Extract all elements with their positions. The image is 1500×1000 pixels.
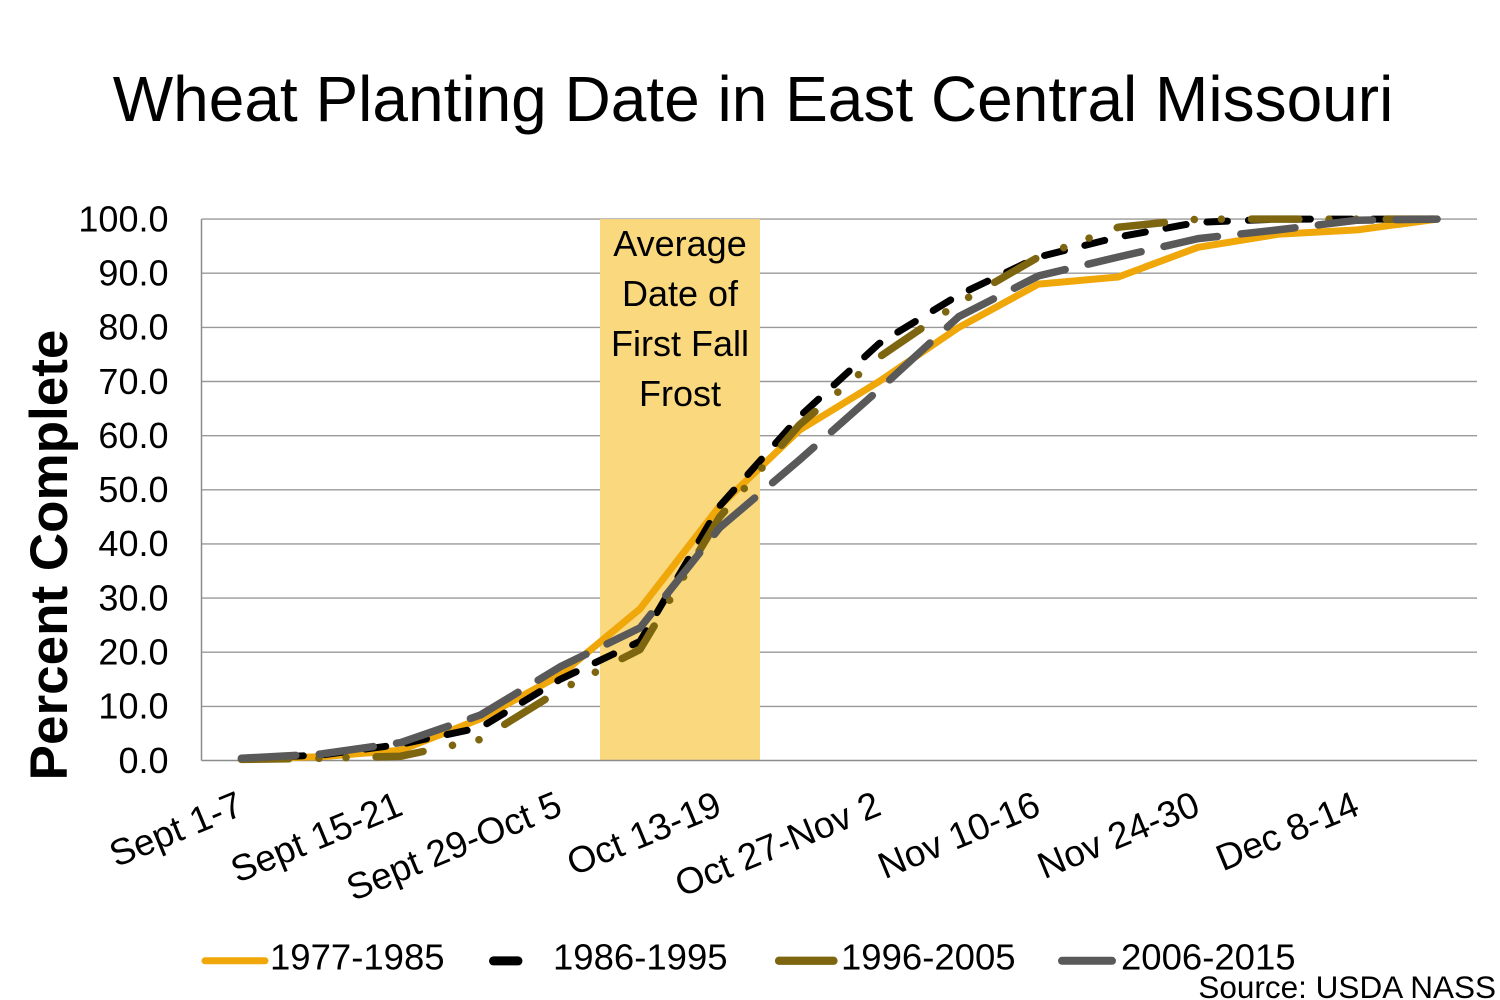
svg-text:0.0: 0.0 <box>118 740 168 781</box>
svg-text:60.0: 60.0 <box>98 415 168 456</box>
svg-text:40.0: 40.0 <box>98 523 168 564</box>
svg-text:10.0: 10.0 <box>98 686 168 727</box>
svg-text:100.0: 100.0 <box>78 198 168 239</box>
svg-text:1977-1985: 1977-1985 <box>270 937 445 978</box>
svg-text:First Fall: First Fall <box>611 323 749 364</box>
svg-text:Source: USDA NASS: Source: USDA NASS <box>1198 969 1496 1000</box>
svg-text:70.0: 70.0 <box>98 361 168 402</box>
svg-text:20.0: 20.0 <box>98 632 168 673</box>
svg-text:1986-1995: 1986-1995 <box>553 937 728 978</box>
svg-text:80.0: 80.0 <box>98 307 168 348</box>
svg-text:Frost: Frost <box>639 373 721 414</box>
svg-text:Average: Average <box>613 223 746 264</box>
svg-text:30.0: 30.0 <box>98 577 168 618</box>
svg-text:1996-2005: 1996-2005 <box>841 937 1016 978</box>
svg-text:Date of: Date of <box>622 273 739 314</box>
svg-text:Percent Complete: Percent Complete <box>20 330 79 781</box>
svg-text:50.0: 50.0 <box>98 469 168 510</box>
svg-text:90.0: 90.0 <box>98 253 168 294</box>
svg-text:2006-2015: 2006-2015 <box>1121 937 1296 978</box>
svg-text:Wheat Planting Date in East Ce: Wheat Planting Date in East Central Miss… <box>113 63 1394 135</box>
